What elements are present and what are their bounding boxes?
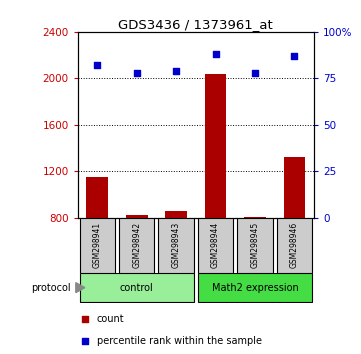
- Text: percentile rank within the sample: percentile rank within the sample: [96, 336, 261, 346]
- Bar: [198, 218, 233, 273]
- Bar: [79, 218, 115, 273]
- Point: [82, 338, 88, 343]
- Point: [134, 70, 140, 76]
- Text: GSM298944: GSM298944: [211, 222, 220, 268]
- Text: GSM298946: GSM298946: [290, 222, 299, 268]
- Text: control: control: [120, 282, 153, 293]
- Point: [95, 62, 100, 68]
- Bar: [244, 217, 266, 218]
- Bar: [277, 218, 312, 273]
- Bar: [126, 215, 148, 218]
- Point: [173, 68, 179, 74]
- Text: protocol: protocol: [31, 282, 70, 293]
- Text: GSM298941: GSM298941: [93, 222, 102, 268]
- Bar: [237, 218, 273, 273]
- Text: Math2 expression: Math2 expression: [212, 282, 298, 293]
- Bar: [119, 218, 155, 273]
- Text: GSM298943: GSM298943: [171, 222, 180, 268]
- Text: GSM298945: GSM298945: [251, 222, 260, 268]
- Bar: [165, 211, 187, 218]
- Point: [291, 53, 297, 59]
- Bar: [198, 273, 312, 302]
- Bar: [283, 157, 305, 218]
- Bar: [205, 74, 226, 218]
- Point: [252, 70, 258, 76]
- Title: GDS3436 / 1373961_at: GDS3436 / 1373961_at: [118, 18, 273, 31]
- Bar: [158, 218, 194, 273]
- Point: [82, 316, 88, 321]
- Bar: [79, 273, 194, 302]
- Bar: [87, 177, 108, 218]
- Text: count: count: [96, 314, 124, 324]
- Text: GSM298942: GSM298942: [132, 222, 141, 268]
- Point: [213, 51, 218, 57]
